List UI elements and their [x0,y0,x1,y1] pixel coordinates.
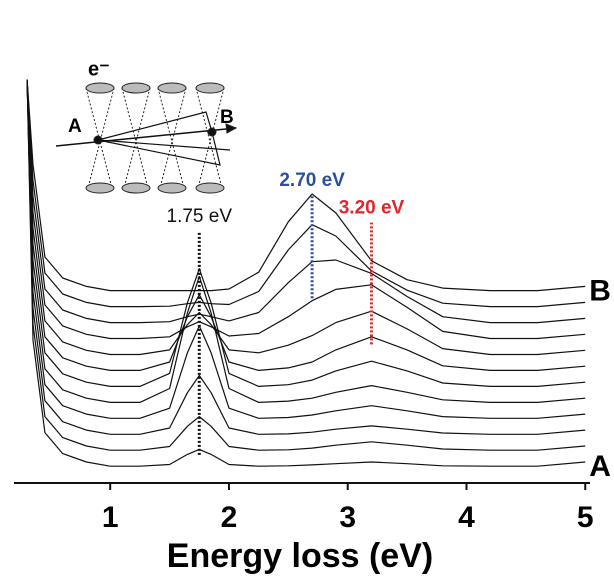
x-tick-label: 1 [102,501,119,534]
lens [157,182,187,194]
spectrum-line [26,79,586,308]
x-tick-label: 2 [221,501,238,534]
lens [195,82,225,94]
spectrum-line [26,79,586,292]
lens [121,182,151,194]
spectrum-line [26,79,586,371]
inset-schematic [55,82,238,194]
point-a [93,135,103,145]
spectrum-line [26,79,586,340]
spectrum-line [26,79,586,356]
x-tick-label: 4 [458,501,475,534]
lens [121,82,151,94]
spectrum-line [26,79,586,403]
arrow-head [225,123,238,134]
x-tick-label: 3 [339,501,356,534]
lens [157,82,187,94]
arrow [55,127,237,147]
peak-label: 2.70 eV [279,170,345,191]
spectrum-line [26,79,586,467]
spectrum-line [26,79,586,435]
lens [85,82,115,94]
inset-a-label: A [68,116,82,137]
lens [195,182,225,194]
paths [97,111,231,166]
spectrum-line [26,79,586,387]
spectrum-line [26,79,586,324]
peak-label: 1.75 eV [167,206,233,227]
point-b [207,127,217,137]
curve-label: B [589,274,611,307]
spectrum-line [26,79,586,451]
inset-b-label: B [220,107,234,128]
x-tick-label: 5 [577,501,594,534]
peak-label: 3.20 eV [339,198,405,219]
spectrum-line [26,79,586,419]
lens [85,182,115,194]
inset-beam-label: e⁻ [88,58,110,80]
x-axis-label: Energy loss (eV) [167,537,433,575]
curve-label: A [589,450,611,483]
